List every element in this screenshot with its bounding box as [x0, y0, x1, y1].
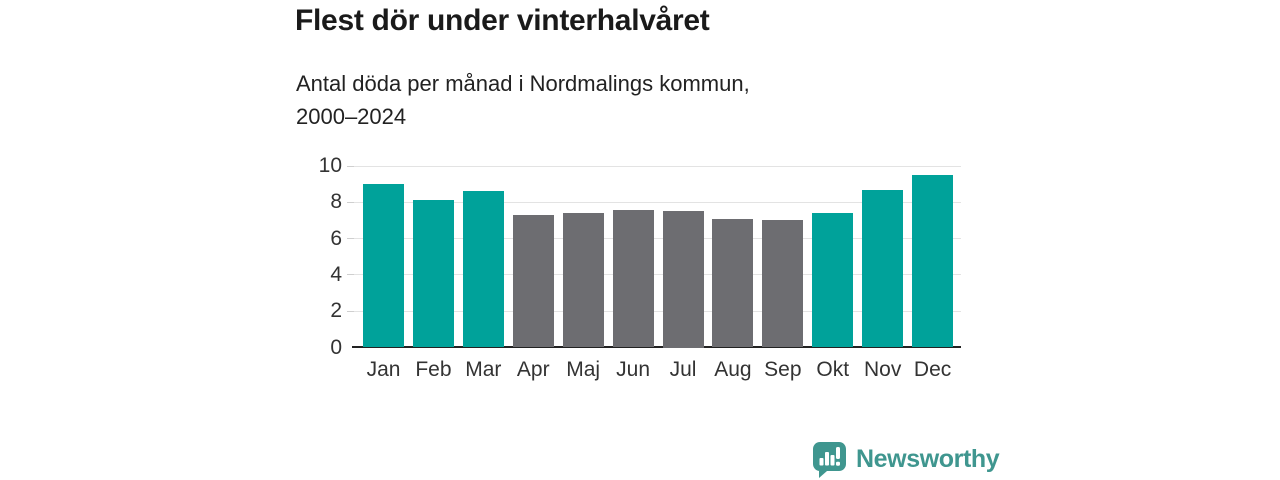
x-axis-label: Apr [516, 358, 550, 381]
y-axis-tick [347, 238, 354, 240]
y-axis-tick [347, 201, 354, 203]
x-axis-label: Okt [816, 358, 850, 381]
bar-okt [812, 213, 854, 348]
bar-jul [662, 211, 704, 348]
y-axis-label: 4 [330, 262, 342, 286]
grid-line [354, 201, 961, 203]
bar-sep [762, 220, 804, 348]
y-axis-label: 10 [318, 154, 342, 177]
y-axis-tick [347, 274, 354, 276]
y-axis-label: 0 [330, 335, 342, 359]
y-axis-label: 6 [330, 226, 342, 250]
newsworthy-logo[interactable]: Newsworthy [811, 440, 1000, 478]
x-axis-label: Maj [566, 358, 601, 381]
x-axis-label: Feb [415, 358, 452, 381]
grid-line [354, 165, 961, 167]
bar-dec [912, 175, 954, 348]
y-axis-label: 2 [330, 299, 342, 323]
x-axis-label: Sep [764, 358, 802, 381]
x-axis-label: Mar [465, 358, 502, 381]
grid-line [354, 310, 961, 312]
bar-nov [862, 189, 904, 348]
newsworthy-wordmark: Newsworthy [856, 445, 1000, 473]
bar-apr [512, 215, 554, 348]
x-axis-label: Jan [366, 358, 401, 381]
newsworthy-bubble-chart-icon [813, 442, 846, 478]
x-axis-label: Nov [864, 358, 902, 381]
bar-jan [363, 184, 404, 348]
grid-line [354, 274, 961, 276]
y-axis-tick [347, 310, 354, 312]
bar-mar [462, 191, 504, 348]
y-axis-tick [347, 165, 354, 167]
bar-jun [612, 209, 654, 348]
bar-maj [562, 213, 604, 348]
grid-line [354, 238, 961, 240]
chart-title: Flest dör under vinterhalvåret [295, 4, 710, 37]
bar-aug [712, 218, 754, 348]
x-axis-label: Jul [669, 358, 697, 381]
x-axis-line [352, 346, 961, 348]
bar-feb [412, 200, 454, 348]
chart-subtitle: Antal döda per månad i Nordmalings kommu… [296, 71, 750, 129]
x-axis-label: Jun [616, 358, 651, 381]
x-axis-label: Dec [913, 358, 952, 381]
x-axis-label: Aug [714, 358, 752, 381]
y-axis-label: 8 [330, 190, 342, 214]
